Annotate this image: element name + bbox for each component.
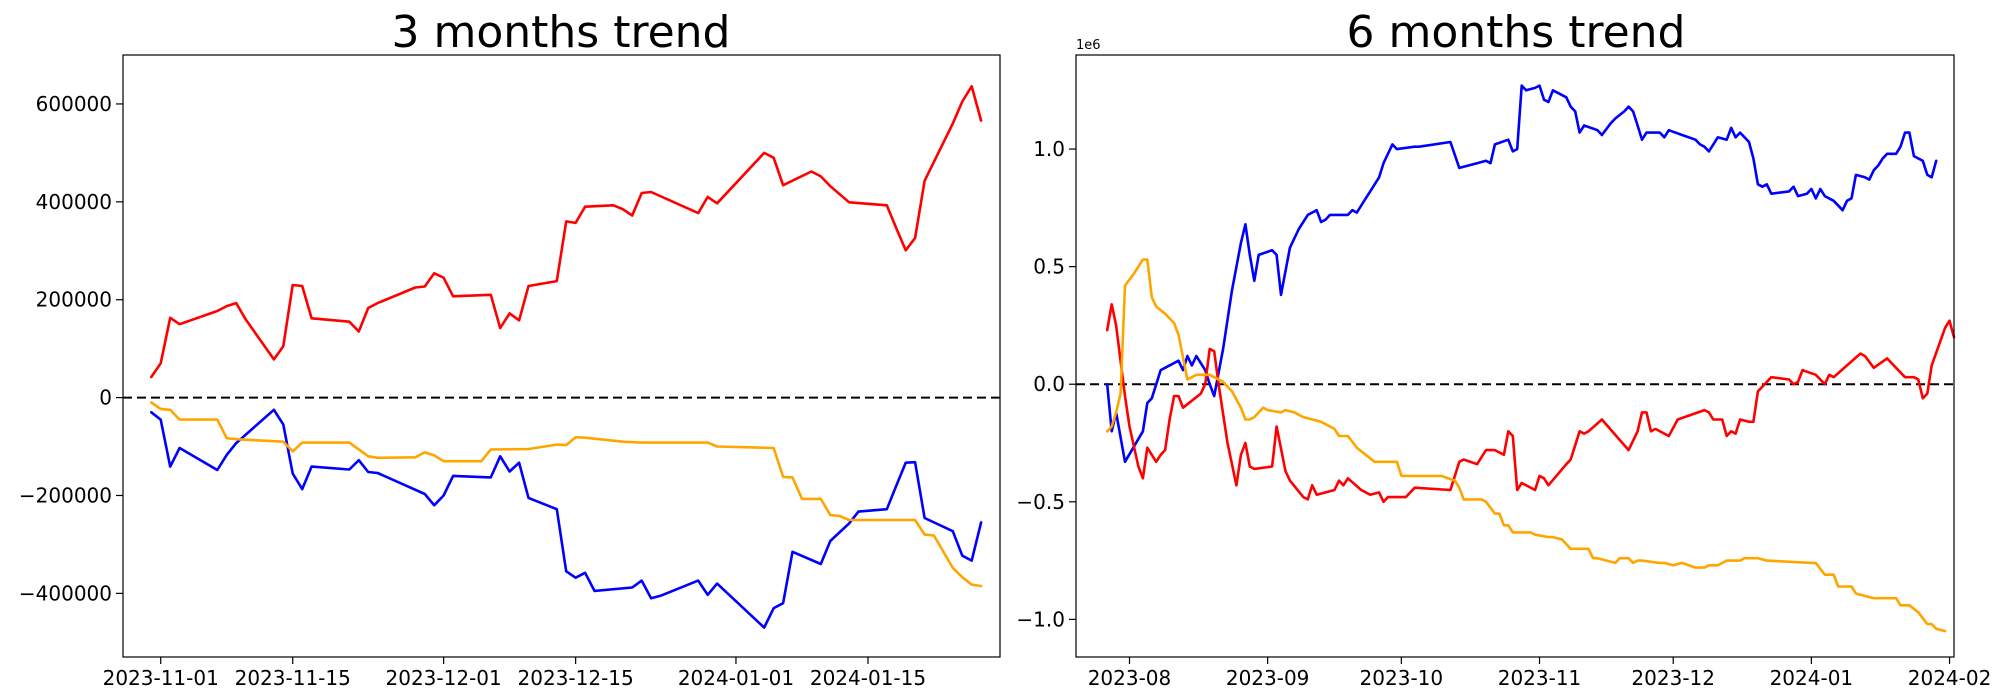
x-tick-label: 2024-01	[1770, 666, 1854, 690]
series-line-1	[1105, 303, 1956, 504]
y-tick-label: 200000	[36, 288, 112, 312]
series-line-0	[150, 85, 983, 379]
chart-3-months-trend: 3 months trend 2023-11-01 2023-11-15 2023-…	[19, 7, 1001, 690]
y-tick-label: 400000	[36, 190, 112, 214]
y-axis-offset-label: 1e6	[1076, 38, 1101, 53]
y-tick-label: 600000	[36, 92, 112, 116]
chart-6-months-trend: 6 months trend 2023-08 2023-09 2023-10 2023…	[1016, 7, 1991, 690]
x-tick-label: 2024-01-01	[678, 666, 794, 690]
series-line-2	[150, 401, 983, 588]
y-tick-label: 0	[99, 386, 112, 410]
plot-area-6-months: 2023-08 2023-09 2023-10 2023-11 2023-12 2024-…	[1016, 38, 1991, 690]
series-line-2	[1105, 258, 1947, 633]
axes-frame	[122, 54, 1001, 658]
y-tick-label: 0.5	[1033, 255, 1065, 279]
y-tick-label: 1.0	[1033, 137, 1065, 161]
axes-frame	[1075, 54, 1955, 658]
y-tick-label: −1.0	[1016, 607, 1065, 631]
x-tick-label: 2023-12-01	[386, 666, 502, 690]
x-tick-label: 2023-12	[1631, 666, 1715, 690]
x-tick-label: 2023-09	[1226, 666, 1310, 690]
series-line-0	[1105, 84, 1938, 464]
chart-title: 6 months trend	[1347, 7, 1686, 58]
x-tick-label: 2024-02	[1908, 666, 1992, 690]
series-line-1	[150, 408, 983, 629]
y-tick-label: −200000	[19, 483, 112, 507]
x-tick-label: 2023-12-15	[518, 666, 634, 690]
x-tick-label: 2023-11-15	[235, 666, 351, 690]
plot-area-3-months: 2023-11-01 2023-11-15 2023-12-01 2023-12-15…	[19, 54, 1001, 690]
y-tick-label: −400000	[19, 581, 112, 605]
x-tick-label: 2023-11	[1498, 666, 1582, 690]
x-tick-label: 2023-11-01	[103, 666, 219, 690]
y-tick-label: −0.5	[1016, 490, 1065, 514]
x-tick-label: 2024-01-15	[810, 666, 926, 690]
x-tick-label: 2023-08	[1088, 666, 1172, 690]
chart-title: 3 months trend	[392, 7, 731, 58]
x-tick-label: 2023-10	[1360, 666, 1444, 690]
y-tick-label: 0.0	[1033, 372, 1065, 396]
